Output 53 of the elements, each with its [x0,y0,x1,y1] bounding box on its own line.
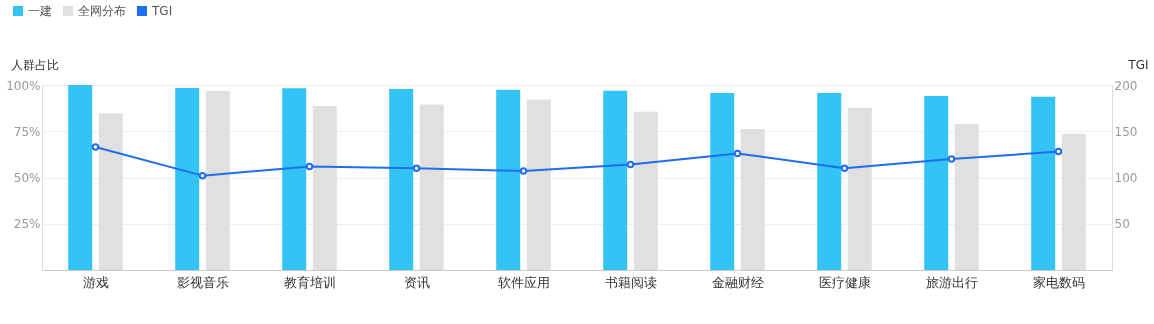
point [412,164,421,172]
point [91,143,100,151]
y-tick-label: 100% [6,78,41,93]
bar [419,104,444,270]
bar [817,92,842,270]
bar [603,90,628,270]
y-tick-label: 50% [13,171,41,185]
x-tick-label: 家电数码 [1032,274,1085,290]
y-tick-label: 75% [13,124,41,139]
bar [924,96,949,270]
x-tick-label: 资讯 [403,274,430,290]
point [1054,147,1063,156]
bar [710,92,735,270]
bar [633,111,658,270]
point [519,167,528,175]
x-tick-label: 教育培训 [283,274,336,290]
bar [282,88,307,270]
x-tick-label: 书籍阅读 [604,274,657,290]
x-tick-label: 金融财经 [711,274,764,290]
bar [175,87,200,270]
y-tick-label: 25% [13,217,41,232]
bar [1031,96,1056,270]
point [733,149,742,158]
bar [68,85,93,270]
x-tick-label: 软件应用 [497,274,550,290]
y2-axis-title: TGI [1127,57,1149,72]
bar [1061,133,1086,270]
bar [98,113,123,270]
x-tick-label: 影视音乐 [176,274,229,290]
x-tick-label: 医疗健康 [818,274,871,290]
bar [312,106,337,270]
point [626,160,635,169]
point [198,171,207,180]
bar [954,124,979,270]
y2-tick-label: 150 [1114,124,1138,139]
legend-label: 一建 [28,4,52,18]
x-tick-label: 旅游出行 [925,274,978,290]
point [947,155,956,163]
legend-label: TGI [151,4,173,18]
bar [847,107,872,270]
point [840,164,849,172]
y2-tick-label: 50 [1114,217,1130,232]
y2-tick-label: 100 [1114,171,1138,185]
y-axis-title: 人群占比 [10,57,59,72]
bar [389,88,414,270]
bar [740,129,765,270]
point [305,162,314,171]
legend-label: 全网分布 [78,4,126,18]
bar [526,99,551,270]
bar [205,91,230,270]
y2-tick-label: 200 [1114,78,1138,93]
x-tick-label: 游戏 [82,274,109,290]
bar [496,89,521,270]
